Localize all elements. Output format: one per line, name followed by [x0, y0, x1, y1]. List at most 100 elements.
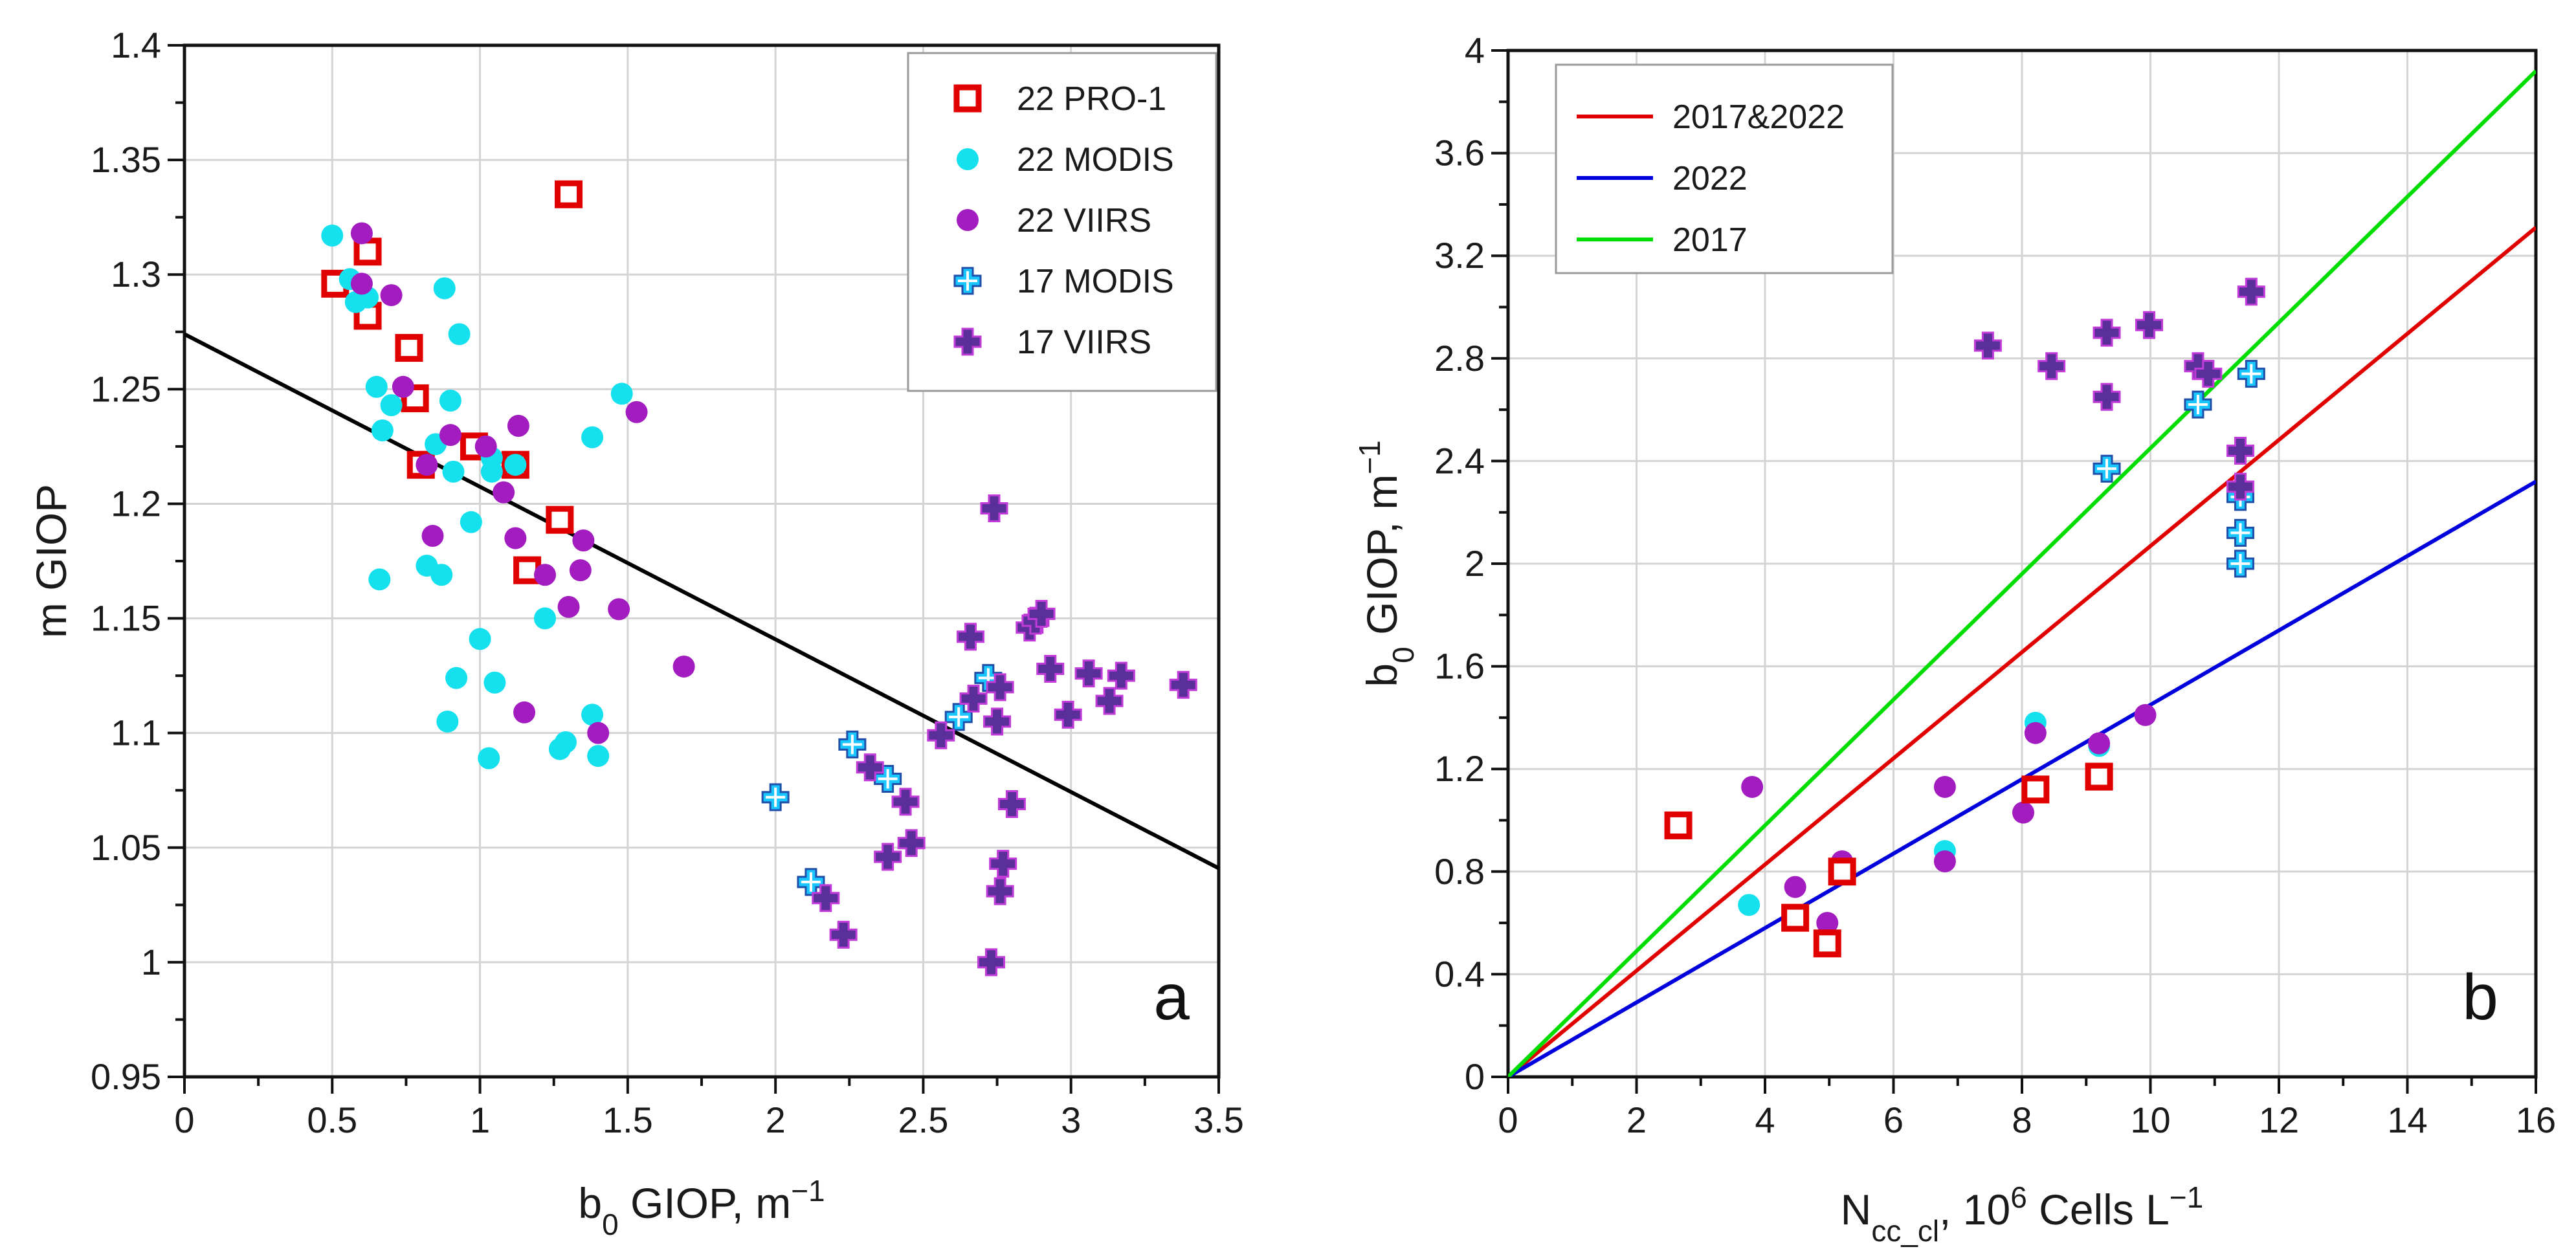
- data-point-22-viirs: [504, 527, 527, 549]
- data-point-22-modis: [368, 568, 391, 591]
- y-axis-title: b0 GIOP, m−1: [1353, 440, 1420, 687]
- data-point-17-viirs: [1169, 670, 1197, 699]
- data-point-22-viirs: [608, 598, 630, 621]
- data-point-17-viirs: [2226, 472, 2254, 501]
- data-point-22-viirs: [2024, 722, 2047, 744]
- data-point-22-pro-1: [353, 302, 382, 330]
- data-point-22-viirs: [2134, 703, 2157, 726]
- data-point-22-viirs: [474, 435, 497, 458]
- x-tick-label: 2: [1627, 1100, 1647, 1140]
- data-point-22-modis: [448, 323, 471, 346]
- y-tick-label: 3.6: [1434, 133, 1485, 173]
- data-point-22-modis: [442, 460, 465, 483]
- data-point-22-viirs: [2012, 801, 2034, 824]
- data-point-22-viirs: [421, 525, 444, 547]
- data-point-22-viirs: [625, 401, 648, 423]
- data-point-17-viirs: [1095, 687, 1124, 715]
- line-2017: [1508, 69, 2536, 1077]
- data-point-22-viirs: [569, 559, 592, 582]
- legend-label: 17 MODIS: [1017, 263, 1174, 300]
- legend-label: 2017&2022: [1672, 98, 1845, 136]
- data-point-17-viirs: [891, 788, 920, 816]
- data-point-17-viirs: [1027, 599, 1056, 628]
- data-point-17-viirs: [2093, 382, 2121, 411]
- series-22-pro-1: [1664, 762, 2113, 958]
- data-point-22-modis: [365, 375, 388, 398]
- y-tick-label: 1: [141, 942, 161, 982]
- x-axis-title: Ncc_cl, 106 Cells L−1: [1841, 1180, 2204, 1248]
- data-point-22-modis: [483, 671, 506, 694]
- x-axis-title: b0 GIOP, m−1: [578, 1174, 825, 1241]
- data-point-22-pro-1: [395, 334, 423, 362]
- data-point-22-viirs: [392, 375, 414, 398]
- data-point-22-modis: [581, 703, 604, 726]
- data-point-22-viirs: [1933, 775, 1956, 798]
- chart-panel-a: 0 0.5 1 1.5 2 2.5 3 3.5 0.95 1 1.05 1.1 1.15 1.2 1.25 1…: [27, 25, 1244, 1241]
- data-point-22-pro-1: [1828, 857, 1856, 886]
- data-point-22-viirs: [439, 424, 461, 447]
- y-axis-title: m GIOP: [27, 484, 75, 638]
- x-tick-label: 0: [1498, 1100, 1518, 1140]
- legend-item-2017-2022: 2017&2022: [1577, 98, 1845, 136]
- data-point-22-viirs: [350, 222, 373, 245]
- gridlines: [1508, 50, 2536, 1077]
- data-point-17-viirs: [1054, 700, 1082, 729]
- data-point-17-modis: [2226, 518, 2254, 547]
- line-2017-2022: [1508, 226, 2536, 1077]
- legend-item-22-pro-1: 22 PRO-1: [953, 80, 1166, 118]
- data-point-17-viirs: [986, 877, 1014, 905]
- data-point-22-viirs: [957, 209, 979, 231]
- series-17-viirs: [1973, 278, 2265, 501]
- axis-ticks: [1491, 49, 2537, 1094]
- legend-label: 2017: [1672, 221, 1748, 259]
- y-tick-label: 1.25: [91, 368, 161, 409]
- legend-item-22-modis: 22 MODIS: [957, 141, 1174, 179]
- y-tick-label: 3.2: [1434, 235, 1485, 276]
- data-point-22-modis: [445, 667, 468, 689]
- x-tick-label: 8: [2012, 1100, 2032, 1140]
- data-point-22-viirs: [572, 529, 595, 552]
- data-point-17-viirs: [997, 790, 1026, 818]
- panel-label: a: [1153, 961, 1190, 1033]
- x-tick-label: 14: [2387, 1100, 2427, 1140]
- data-point-22-pro-1: [555, 180, 583, 208]
- y-tick-label: 1.15: [91, 598, 161, 639]
- data-point-22-modis: [581, 426, 604, 448]
- y-tick-label: 0: [1465, 1056, 1485, 1097]
- data-point-17-viirs: [2226, 437, 2254, 465]
- data-point-22-modis: [460, 511, 482, 533]
- y-tick-label: 1.1: [111, 713, 161, 753]
- panel-label: b: [2462, 961, 2498, 1033]
- data-point-22-modis: [478, 747, 500, 769]
- data-point-22-modis: [380, 394, 403, 417]
- data-point-17-viirs: [989, 850, 1017, 878]
- data-point-17-viirs: [2037, 352, 2066, 381]
- data-points: [1664, 278, 2265, 958]
- data-point-22-viirs: [507, 415, 529, 437]
- data-point-22-modis: [534, 607, 557, 630]
- y-tick-label: 1.3: [111, 254, 161, 294]
- data-points: [321, 180, 1197, 977]
- data-point-22-pro-1: [1664, 811, 1693, 839]
- data-point-17-viirs: [1036, 654, 1065, 683]
- data-point-22-viirs: [587, 722, 610, 744]
- y-tick-label: 4: [1465, 30, 1485, 71]
- series-22-viirs: [350, 222, 695, 744]
- x-tick-label: 3: [1061, 1100, 1081, 1140]
- y-tick-label: 1.2: [1434, 748, 1485, 789]
- data-point-22-viirs: [416, 454, 438, 476]
- legend: 22 PRO-1 22 MODIS 22 VIIRS 17 MODIS 17 VIIRS: [907, 52, 1217, 392]
- x-tick-label: 12: [2259, 1100, 2299, 1140]
- legend-item-2017: 2017: [1577, 221, 1748, 259]
- legend: 2017&2022 2022 2017: [1555, 63, 1894, 274]
- data-point-22-viirs: [1933, 850, 1956, 872]
- legend-label: 2022: [1672, 160, 1748, 197]
- data-point-17-modis: [944, 703, 973, 731]
- data-point-17-viirs: [1074, 659, 1103, 688]
- data-point-17-viirs: [874, 843, 902, 871]
- legend-label: 17 VIIRS: [1017, 324, 1151, 361]
- data-point-17-modis: [2093, 454, 2121, 483]
- data-point-17-modis: [838, 730, 867, 758]
- y-tick-label: 0.8: [1434, 851, 1485, 892]
